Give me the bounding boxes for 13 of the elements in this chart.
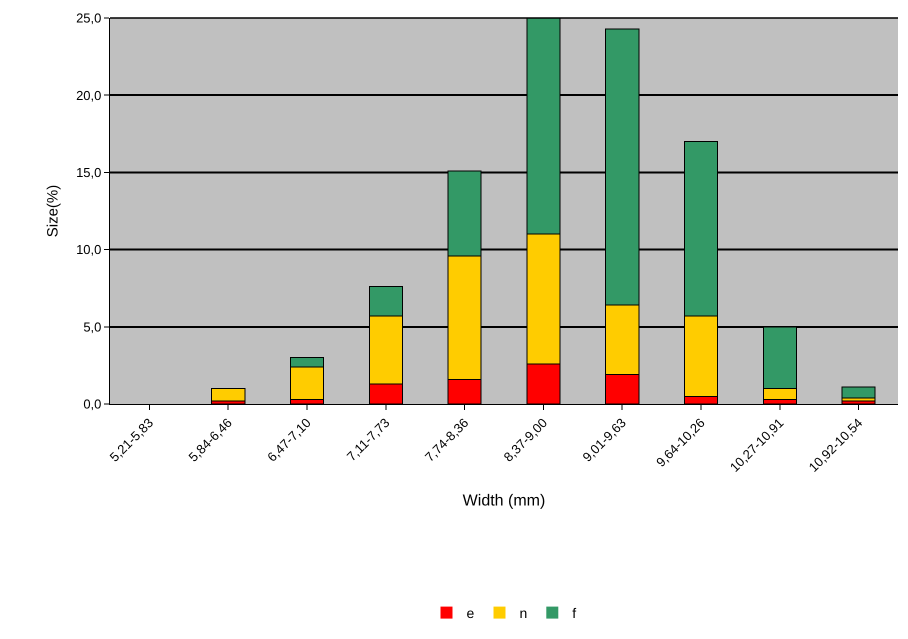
legend-label: n — [520, 605, 528, 622]
y-tick-label: 10,0 — [76, 242, 102, 258]
bar — [211, 388, 246, 402]
y-tick-label: 25,0 — [76, 10, 102, 26]
y-axis-title: Size(%) — [44, 184, 62, 238]
x-axis-title: Width (mm) — [462, 492, 546, 510]
legend-label: f — [572, 605, 576, 622]
legend-label: e — [466, 605, 474, 622]
y-tick-label: 5,0 — [83, 319, 102, 334]
y-tick-label: 20,0 — [76, 88, 102, 103]
bar — [842, 386, 876, 398]
y-tick-label: 0,0 — [83, 396, 102, 412]
y-tick-label: 15,0 — [76, 164, 102, 180]
